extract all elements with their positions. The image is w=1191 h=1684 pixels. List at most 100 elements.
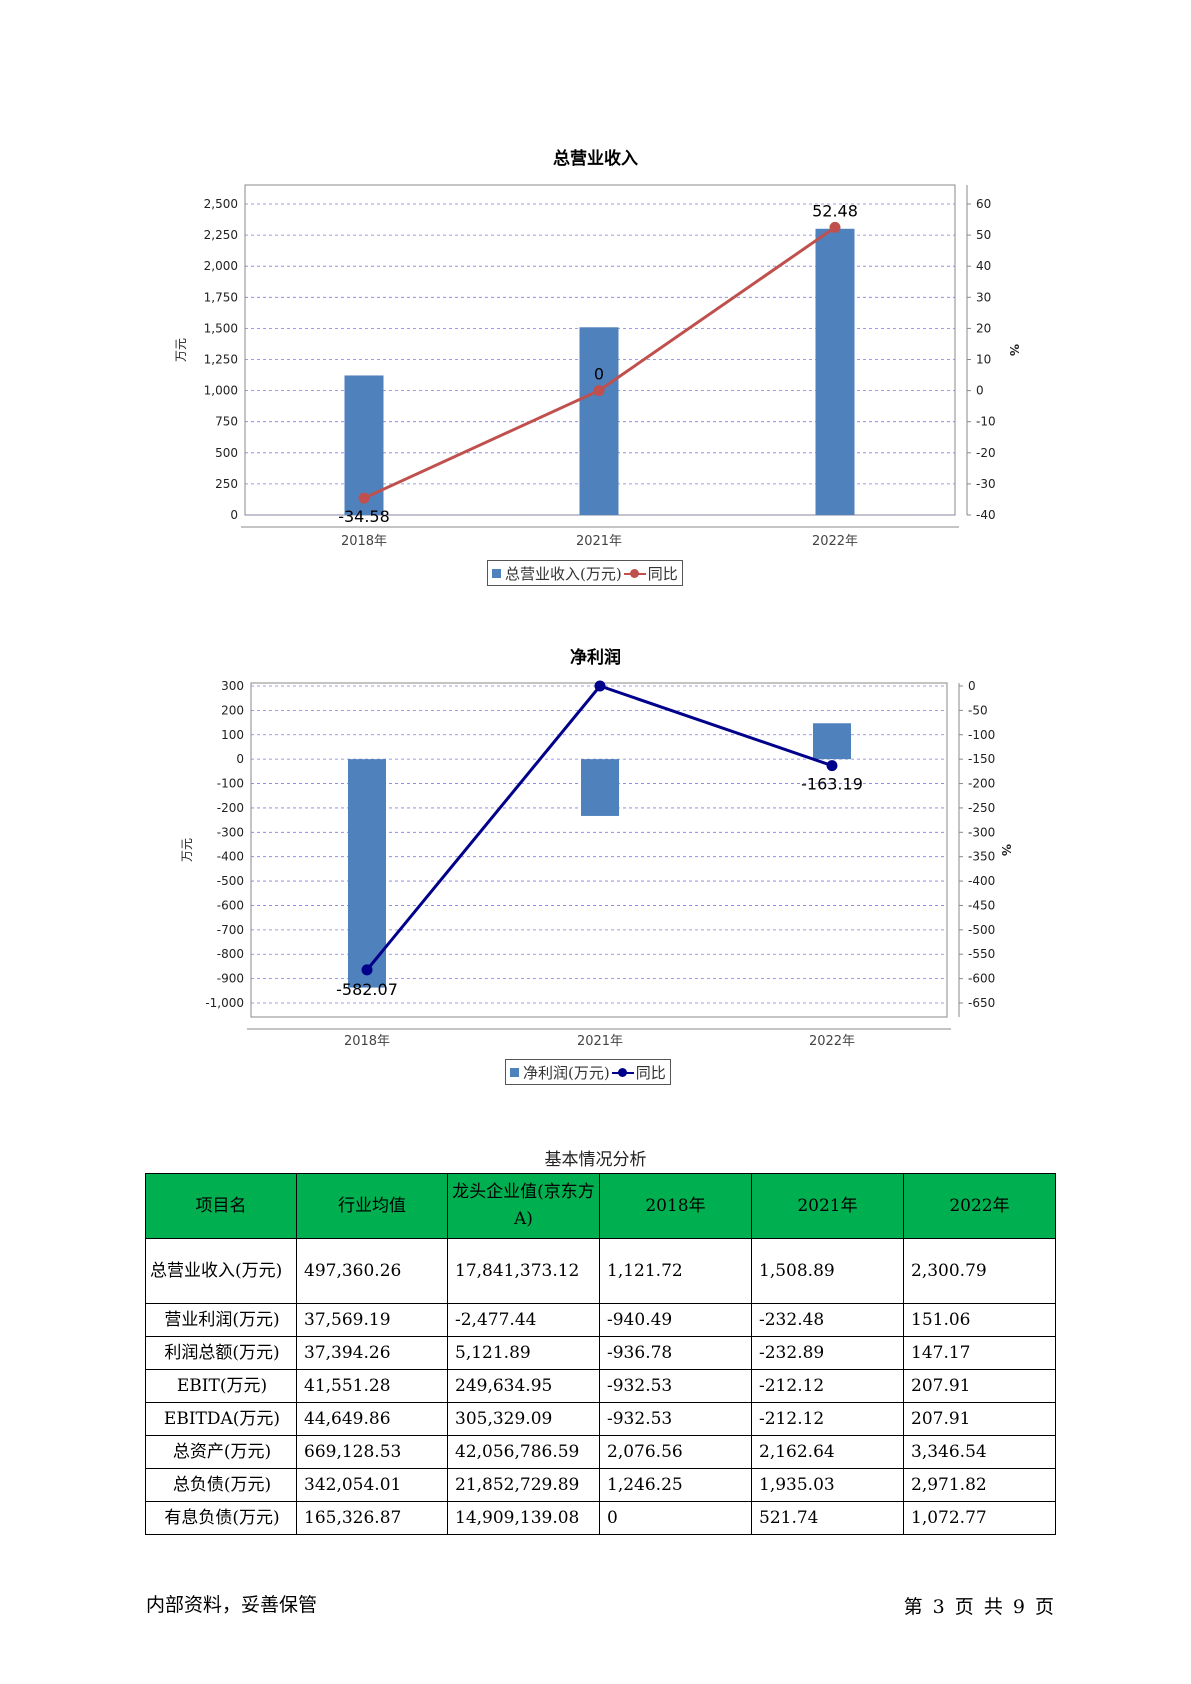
left-tick-label: -1,000	[205, 996, 244, 1010]
basic-analysis-table: 项目名 行业均值 龙头企业值(京东方A) 2018年 2021年 2022年 总…	[145, 1173, 1056, 1535]
table-cell: -2,477.44	[447, 1303, 600, 1337]
right-tick-label: -400	[968, 874, 995, 888]
table-cell: 2,300.79	[903, 1238, 1056, 1304]
legend-bar-label: 净利润(万元)	[523, 1063, 610, 1082]
table-cell: 14,909,139.08	[447, 1501, 600, 1535]
yoy-point	[829, 221, 841, 233]
table-cell: 1,508.89	[751, 1238, 904, 1304]
left-tick-label: -300	[217, 825, 244, 839]
yoy-point	[593, 385, 605, 397]
chart2-legend: 净利润(万元) 同比	[505, 1059, 671, 1085]
table-cell: 151.06	[903, 1303, 1056, 1337]
legend-bar-swatch	[492, 568, 501, 578]
category-label: 2018年	[344, 1034, 390, 1049]
table-cell: 21,852,729.89	[447, 1468, 600, 1502]
legend-line-swatch	[611, 1067, 634, 1077]
net-profit-chart: 3002001000-100-200-300-400-500-600-700-8…	[180, 679, 1013, 1049]
header-cell: 行业均值	[296, 1173, 448, 1239]
right-tick-label: -600	[968, 972, 995, 986]
right-tick-label: 50	[976, 228, 991, 242]
left-tick-label: -100	[217, 777, 244, 791]
right-tick-label: -250	[968, 801, 995, 815]
left-tick-label: 100	[221, 728, 244, 742]
left-tick-label: 500	[215, 446, 238, 460]
row-label: 总资产(万元)	[145, 1435, 297, 1469]
right-tick-label: -350	[968, 850, 995, 864]
left-axis-title: 万元	[180, 838, 194, 862]
table-caption: 基本情况分析	[544, 1150, 647, 1170]
yoy-data-label: -34.58	[338, 507, 390, 526]
right-tick-label: 0	[976, 384, 984, 398]
right-tick-label: 60	[976, 197, 991, 211]
yoy-data-label: 52.48	[812, 201, 858, 220]
table-cell: -932.53	[599, 1402, 752, 1436]
table-cell: -212.12	[751, 1369, 904, 1403]
table-cell: 37,569.19	[296, 1303, 448, 1337]
table-cell: 2,971.82	[903, 1468, 1056, 1502]
table-cell: 342,054.01	[296, 1468, 448, 1502]
right-tick-label: 40	[976, 259, 991, 273]
table-cell: -212.12	[751, 1402, 904, 1436]
table-cell: 497,360.26	[296, 1238, 448, 1304]
yoy-point	[358, 492, 370, 504]
right-tick-label: -20	[976, 446, 996, 460]
right-tick-label: 20	[976, 321, 991, 335]
header-cell: 2021年	[751, 1173, 904, 1239]
table-row: 总负债(万元) 342,054.01 21,852,729.89 1,246.25 1,…	[145, 1468, 1056, 1502]
left-tick-label: -600	[217, 898, 244, 912]
yoy-point	[594, 680, 606, 692]
legend-line-swatch	[623, 568, 646, 578]
left-tick-label: 750	[215, 415, 238, 429]
bar-2022年	[813, 723, 851, 760]
chart1-legend: 总营业收入(万元) 同比	[487, 560, 683, 586]
right-tick-label: 30	[976, 290, 991, 304]
table-row: EBITDA(万元) 44,649.86 305,329.09 -932.53 -212…	[145, 1402, 1056, 1436]
bar-2021年	[579, 327, 619, 515]
right-tick-label: -10	[976, 415, 996, 429]
row-label: 有息负债(万元)	[145, 1501, 297, 1535]
table-cell: -936.78	[599, 1336, 752, 1370]
table-cell: 0	[599, 1501, 752, 1535]
table-row: EBIT(万元) 41,551.28 249,634.95 -932.53 -212.1…	[145, 1369, 1056, 1403]
right-tick-label: -500	[968, 923, 995, 937]
row-label: 总营业收入(万元)	[145, 1238, 297, 1304]
left-tick-label: 1,750	[204, 290, 238, 304]
table-cell: 1,121.72	[599, 1238, 752, 1304]
footer-page-number: 第 3 页 共 9 页	[903, 1596, 1054, 1618]
header-cell: 项目名	[145, 1173, 297, 1239]
yoy-data-label: -582.07	[336, 980, 398, 999]
table-cell: 5,121.89	[447, 1336, 600, 1370]
table-row: 总资产(万元) 669,128.53 42,056,786.59 2,076.56 2,…	[145, 1435, 1056, 1469]
legend-bar-swatch	[510, 1067, 519, 1077]
right-tick-label: -650	[968, 996, 995, 1010]
category-label: 2021年	[577, 1034, 623, 1049]
left-tick-label: 2,000	[204, 259, 238, 273]
header-cell: 2022年	[903, 1173, 1056, 1239]
table-cell: 42,056,786.59	[447, 1435, 600, 1469]
right-tick-label: 0	[968, 679, 976, 693]
left-tick-label: -800	[217, 947, 244, 961]
table-cell: 305,329.09	[447, 1402, 600, 1436]
table-cell: 207.91	[903, 1402, 1056, 1436]
yoy-point	[361, 964, 373, 976]
right-tick-label: -50	[968, 703, 988, 717]
left-axis-title: 万元	[174, 338, 188, 362]
table-cell: -940.49	[599, 1303, 752, 1337]
category-label: 2021年	[576, 534, 622, 549]
bar-2022年	[815, 228, 855, 515]
table-cell: 249,634.95	[447, 1369, 600, 1403]
bar-2021年	[581, 759, 619, 816]
right-tick-label: -30	[976, 477, 996, 491]
table-cell: 1,072.77	[903, 1501, 1056, 1535]
table-cell: 669,128.53	[296, 1435, 448, 1469]
table-cell: -232.48	[751, 1303, 904, 1337]
left-tick-label: 0	[236, 752, 244, 766]
right-tick-label: -550	[968, 947, 995, 961]
left-tick-label: 200	[221, 703, 244, 717]
table-row: 营业利润(万元) 37,569.19 -2,477.44 -940.49 -232.48…	[145, 1303, 1056, 1337]
chart2-title: 净利润	[570, 648, 621, 668]
table-cell: 41,551.28	[296, 1369, 448, 1403]
legend-bar-label: 总营业收入(万元)	[505, 564, 622, 583]
table-cell: 37,394.26	[296, 1336, 448, 1370]
left-tick-label: 2,500	[204, 197, 238, 211]
